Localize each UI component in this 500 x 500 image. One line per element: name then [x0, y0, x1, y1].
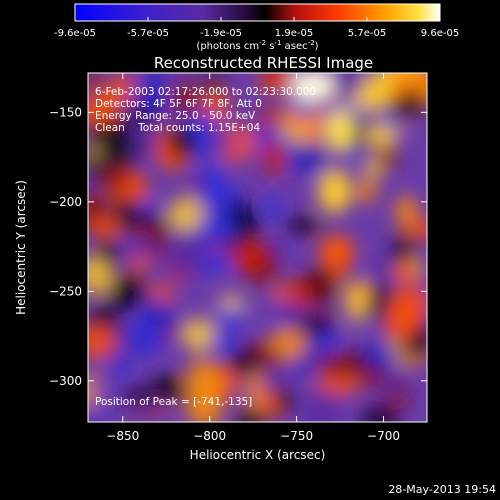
axis-ticks: −850 −800 −750 −700 −150 −200 −250 −300 [49, 73, 427, 443]
y-axis-label: Heliocentric Y (arcsec) [14, 180, 28, 315]
y-tick-label: −200 [49, 195, 82, 209]
y-tick-label: −250 [49, 284, 82, 298]
colorbar-gradient [75, 4, 440, 21]
colorbar-tick-label: 5.7e-05 [348, 28, 386, 39]
footer-date: 28-May-2013 19:54 [388, 483, 496, 496]
annotation-method-counts: Clean Total counts: 1.15E+04 [95, 122, 261, 134]
colorbar-tick-label: 9.6e-05 [421, 28, 459, 39]
x-tick-label: −750 [280, 429, 313, 443]
colorbar-tick-label: -5.7e-05 [127, 28, 169, 39]
x-tick-label: −800 [193, 429, 226, 443]
x-tick-label: −700 [367, 429, 400, 443]
x-tick-label: −850 [106, 429, 139, 443]
colorbar-tick-label: -1.9e-05 [200, 28, 242, 39]
x-axis-label: Heliocentric X (arcsec) [190, 448, 326, 462]
annotation-detectors: Detectors: 4F 5F 6F 7F 8F, Att 0 [95, 98, 262, 110]
annotation-peak-position: Position of Peak = [-741,-135] [95, 396, 253, 408]
annotation-time-range: 6-Feb-2003 02:17:26.000 to 02:23:30.000 [95, 86, 317, 98]
y-tick-label: −150 [49, 105, 82, 119]
colorbar: -9.6e-05 -5.7e-05 -1.9e-05 1.9e-05 5.7e-05 9.… [54, 3, 459, 39]
plot-frame [87, 72, 428, 423]
colorbar-tick-label: -9.6e-05 [54, 28, 96, 39]
heatmap-image [88, 73, 427, 422]
annotation-energy-range: Energy Range: 25.0 - 50.0 keV [95, 110, 256, 122]
y-tick-label: −300 [49, 374, 82, 388]
colorbar-tick-label: 1.9e-05 [275, 28, 313, 39]
colorbar-units-label: (photons cm-2 s-1 asec-2) [196, 39, 318, 52]
chart-title: Reconstructed RHESSI Image [154, 54, 373, 72]
